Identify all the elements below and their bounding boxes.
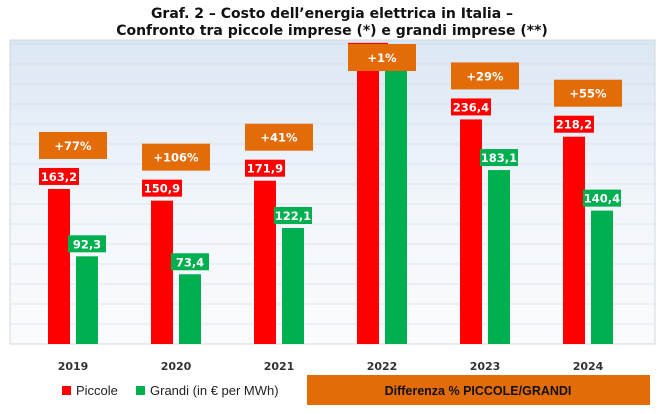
data-label-piccole-2020: 150,9 xyxy=(144,182,180,196)
data-label-grandi-2021: 122,1 xyxy=(275,209,311,223)
bar-grandi-2020 xyxy=(179,274,201,344)
legend-difference-box xyxy=(307,375,650,405)
x-tick-2021: 2021 xyxy=(264,360,295,373)
label-bg-piccole-2019 xyxy=(39,167,79,185)
legend-label-grandi: Grandi (in € per MWh) xyxy=(150,383,279,398)
data-label-grandi-2023: 183,1 xyxy=(481,151,517,165)
difference-box-2020 xyxy=(142,143,210,171)
data-label-piccole-2021: 171,9 xyxy=(247,162,283,176)
difference-label-2021: +41% xyxy=(260,131,298,145)
bar-piccole-2021 xyxy=(254,180,276,344)
data-label-grandi-2019: 92,3 xyxy=(73,237,101,251)
label-bg-grandi-2019 xyxy=(68,235,106,253)
label-bg-piccole-2024 xyxy=(554,115,594,133)
difference-box-2024 xyxy=(554,79,622,107)
x-tick-2019: 2019 xyxy=(58,360,89,373)
label-bg-grandi-2020 xyxy=(171,253,209,271)
data-label-piccole-2023: 236,4 xyxy=(453,100,489,114)
x-tick-2022: 2022 xyxy=(367,360,398,373)
label-bg-piccole-2021 xyxy=(245,159,285,177)
difference-box-2022 xyxy=(348,44,416,71)
label-bg-grandi-2021 xyxy=(274,207,312,225)
difference-label-2020: +106% xyxy=(153,151,199,165)
difference-label-2019: +77% xyxy=(54,139,92,153)
data-label-grandi-2020: 73,4 xyxy=(176,255,204,269)
bar-piccole-2022 xyxy=(357,63,379,344)
data-label-grandi-2024: 140,4 xyxy=(584,192,620,206)
bar-piccole-2020 xyxy=(151,200,173,344)
difference-box-2021 xyxy=(245,123,313,151)
difference-label-2024: +55% xyxy=(569,87,607,101)
x-tick-2023: 2023 xyxy=(470,360,501,373)
legend-swatch-piccole xyxy=(62,386,71,395)
label-bg-piccole-2020 xyxy=(142,179,182,197)
bar-grandi-2024 xyxy=(591,210,613,344)
legend-label-piccole: Piccole xyxy=(76,383,118,398)
bar-piccole-2023 xyxy=(460,119,482,344)
plot-area xyxy=(9,39,656,345)
x-tick-2020: 2020 xyxy=(161,360,192,373)
label-bg-grandi-2024 xyxy=(583,189,621,207)
x-tick-2024: 2024 xyxy=(573,360,604,373)
bar-grandi-2022 xyxy=(385,66,407,344)
difference-label-2022: +1% xyxy=(367,51,397,65)
label-bg-piccole-2023 xyxy=(451,98,491,116)
bar-grandi-2023 xyxy=(488,170,510,344)
bars: 163,2 92,3 +77% 150,9 73,4 +106% 171,9 122,1 +41… xyxy=(39,42,622,344)
label-bg-grandi-2023 xyxy=(480,149,518,167)
data-label-piccole-2019: 163,2 xyxy=(41,170,77,184)
difference-box-2019 xyxy=(39,131,107,159)
bar-grandi-2019 xyxy=(76,256,98,344)
chart-title-line2: Confronto tra piccole imprese (*) e gran… xyxy=(116,23,548,39)
legend-difference-label: Differenza % PICCOLE/GRANDI xyxy=(385,384,572,398)
difference-box-2023 xyxy=(451,62,519,90)
gridlines xyxy=(10,43,655,325)
bar-piccole-2019 xyxy=(48,188,70,344)
bar-piccole-2024 xyxy=(563,136,585,344)
legend: Piccole Grandi (in € per MWh) Differenza %… xyxy=(62,375,650,405)
x-axis-ticks: 2019 2020 2021 2022 2023 2024 xyxy=(58,360,604,373)
legend-swatch-grandi xyxy=(136,386,145,395)
difference-label-2023: +29% xyxy=(466,69,504,83)
chart-title-line1: Graf. 2 – Costo dell’energia elettrica i… xyxy=(151,6,513,22)
data-label-piccole-2024: 218,2 xyxy=(556,118,592,132)
bar-grandi-2021 xyxy=(282,228,304,344)
